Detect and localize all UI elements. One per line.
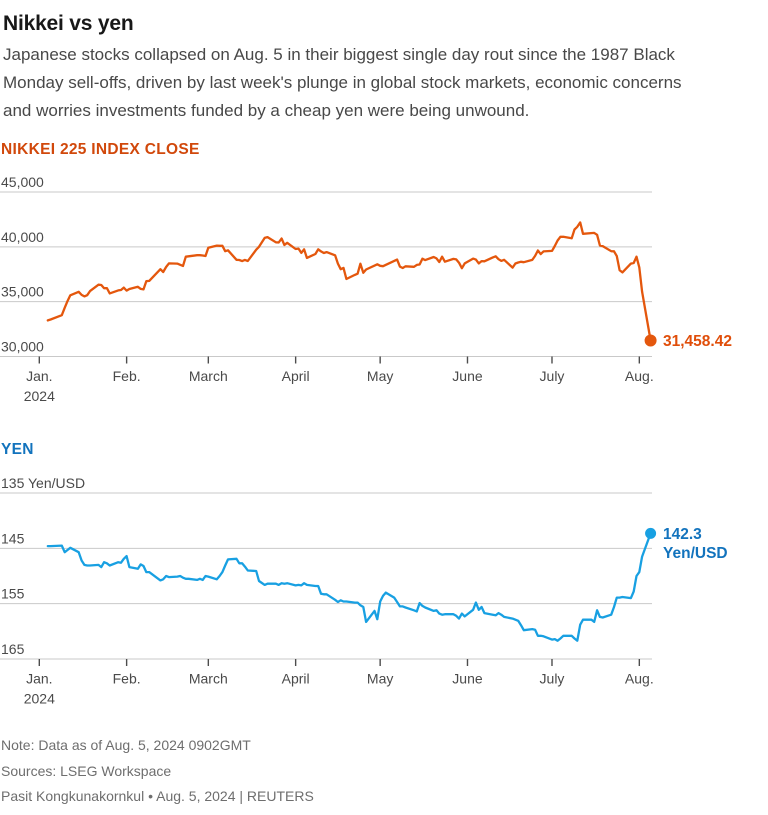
nikkei-month-label: July [540,368,565,384]
yen-month-label: Jan. [26,671,52,687]
yen-year-label: 2024 [24,691,55,707]
yen-y-axis-label: 145 [1,530,25,546]
nikkei-chart-title: NIKKEI 225 INDEX CLOSE [1,141,200,158]
yen-end-value-label: Yen/USD [663,545,728,562]
subtitle-line-1: Japanese stocks collapsed on Aug. 5 in t… [3,45,675,64]
yen-end-dot [645,527,657,539]
footer-byline: Pasit Kongkunakornkul • Aug. 5, 2024 | R… [1,788,314,804]
nikkei-line [46,221,652,342]
yen-y-axis-label: 165 [1,641,25,657]
yen-month-label: June [452,671,483,687]
subtitle-line-3: and worries investments funded by a chea… [3,101,530,120]
nikkei-month-label: Feb. [113,368,141,384]
yen-month-label: March [189,671,228,687]
nikkei-y-axis-label: 40,000 [1,229,44,245]
nikkei-end-value-label: 31,458.42 [663,333,732,350]
yen-end-value-label: 142.3 [663,526,702,543]
footer: Note: Data as of Aug. 5, 2024 0902GMT So… [1,733,314,810]
page-subtitle: Japanese stocks collapsed on Aug. 5 in t… [3,41,682,125]
nikkei-month-label: March [189,368,228,384]
footer-sources: Sources: LSEG Workspace [1,762,172,779]
nikkei-month-label: May [367,368,393,384]
subtitle-line-2: Monday sell-offs, driven by last week's … [3,73,682,92]
nikkei-month-label: June [452,368,483,384]
yen-line [46,532,652,642]
nikkei-year-label: 2024 [24,388,55,404]
yen-month-label: Aug. [625,671,654,687]
nikkei-y-axis-label: 30,000 [1,339,44,355]
yen-chart-title: YEN [1,441,34,458]
footer-note: Note: Data as of Aug. 5, 2024 0902GMT [1,737,251,753]
nikkei-y-axis-label: 35,000 [1,284,44,300]
nikkei-y-axis-label: 45,000 [1,174,44,190]
yen-month-label: April [282,671,310,687]
nikkei-month-label: Aug. [625,368,654,384]
yen-month-label: July [540,671,565,687]
page-title: Nikkei vs yen [3,12,134,35]
yen-y-axis-label: 135 Yen/USD [1,475,85,491]
nikkei-end-dot [644,334,657,347]
yen-month-label: Feb. [113,671,141,687]
nikkei-month-label: April [282,368,310,384]
yen-y-axis-label: 155 [1,586,25,602]
nikkei-line-chart: 45,000 40,000 35,000 30,000 Jan. 2024 Feb. Marc… [0,174,732,404]
nikkei-month-label: Jan. [26,368,52,384]
yen-month-label: May [367,671,393,687]
